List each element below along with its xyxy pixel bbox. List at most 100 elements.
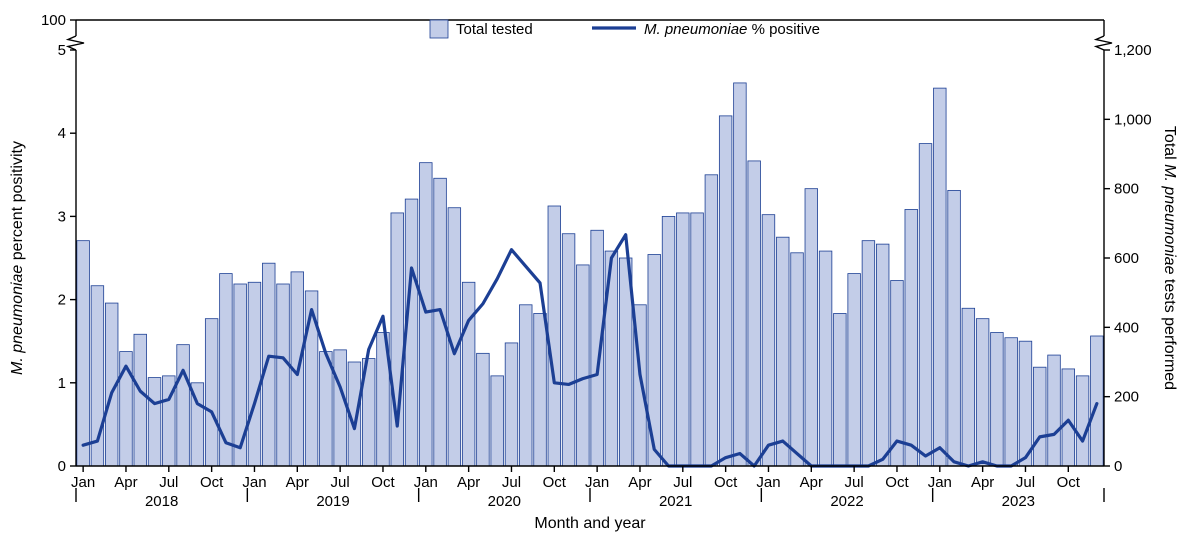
bar	[262, 263, 275, 466]
y-left-tick-label: 3	[58, 208, 66, 225]
bar	[1019, 341, 1032, 466]
bar	[905, 209, 918, 466]
bar	[876, 244, 889, 466]
x-tick-label: Oct	[371, 474, 395, 491]
y-left-tick-label: 4	[58, 125, 66, 142]
y-right-tick-label: 600	[1114, 250, 1139, 267]
bar	[819, 251, 832, 466]
bar	[962, 308, 975, 466]
bar	[919, 144, 932, 466]
x-tick-label: Jul	[673, 474, 692, 491]
year-label: 2023	[1002, 493, 1035, 510]
x-tick-label: Jan	[242, 474, 266, 491]
x-tick-label: Apr	[286, 474, 309, 491]
y-left-tick-label: 0	[58, 458, 66, 475]
bar	[1062, 369, 1075, 466]
bar	[734, 83, 747, 466]
bar	[834, 313, 847, 466]
bar	[848, 274, 861, 466]
bar	[1076, 376, 1089, 466]
x-tick-label: Apr	[971, 474, 994, 491]
x-tick-label: Jan	[71, 474, 95, 491]
bar	[934, 88, 947, 466]
bar	[77, 241, 90, 466]
x-tick-label: Oct	[1057, 474, 1081, 491]
bar	[391, 213, 404, 466]
year-label: 2021	[659, 493, 692, 510]
bar	[548, 206, 561, 466]
bar	[177, 345, 190, 466]
y-right-tick-label: 200	[1114, 389, 1139, 406]
bar	[1048, 355, 1061, 466]
x-tick-label: Apr	[114, 474, 137, 491]
bar	[462, 282, 475, 466]
x-tick-label: Apr	[628, 474, 651, 491]
year-label: 2020	[488, 493, 521, 510]
y-right-tick-label: 400	[1114, 319, 1139, 336]
bar	[776, 237, 789, 466]
bar	[534, 313, 547, 466]
y-left-tick-label: 100	[41, 12, 66, 29]
bar	[748, 161, 761, 466]
chart-container: 01234510002004006008001,0001,200JanAprJu…	[0, 0, 1185, 541]
bar	[948, 190, 961, 466]
y-left-tick-label: 2	[58, 292, 66, 309]
bar	[662, 216, 675, 466]
bar	[334, 350, 347, 466]
x-tick-label: Oct	[885, 474, 909, 491]
bar	[705, 175, 718, 466]
axis-break-left	[68, 36, 84, 50]
x-tick-label: Jan	[756, 474, 780, 491]
bar	[477, 353, 490, 466]
x-tick-label: Jul	[1016, 474, 1035, 491]
chart-svg: 01234510002004006008001,0001,200JanAprJu…	[0, 0, 1185, 541]
bar	[991, 333, 1004, 466]
bar	[677, 213, 690, 466]
bar	[505, 343, 518, 466]
x-tick-label: Oct	[200, 474, 224, 491]
bar	[148, 378, 161, 466]
y-right-tick-label: 1,000	[1114, 111, 1152, 128]
y-left-label: M. pneumoniae percent positivity	[9, 141, 26, 375]
x-axis-label: Month and year	[534, 515, 646, 532]
bar	[805, 189, 818, 466]
svg-text:M. pneumoniae percent positivi: M. pneumoniae percent positivity	[9, 141, 26, 375]
y-left-tick-label: 1	[58, 375, 66, 392]
y-right-tick-label: 0	[1114, 458, 1122, 475]
x-tick-label: Apr	[457, 474, 480, 491]
y-right-tick-label: 800	[1114, 181, 1139, 198]
bars-group	[77, 83, 1103, 466]
bar	[791, 253, 804, 466]
x-tick-label: Jan	[928, 474, 952, 491]
bar	[862, 241, 875, 466]
year-label: 2018	[145, 493, 178, 510]
bar	[277, 284, 290, 466]
bar	[1091, 336, 1104, 466]
legend: Total tested M. pneumoniae % positive	[430, 20, 820, 38]
legend-swatch-bars	[430, 20, 448, 38]
bar	[491, 376, 504, 466]
bar	[420, 163, 433, 466]
svg-text:Total M. pneumoniae tests perf: Total M. pneumoniae tests performed	[1161, 126, 1178, 390]
x-tick-label: Jan	[414, 474, 438, 491]
legend-label-line: M. pneumoniae % positive	[644, 21, 820, 38]
bar	[248, 282, 261, 466]
bar	[891, 281, 904, 466]
bar	[1033, 367, 1046, 466]
x-tick-label: Apr	[800, 474, 823, 491]
bar	[305, 291, 318, 466]
bar	[719, 116, 732, 466]
bar	[577, 265, 590, 466]
x-tick-label: Jul	[331, 474, 350, 491]
bar	[320, 352, 333, 466]
bar	[519, 305, 532, 466]
bar	[205, 319, 218, 466]
bar	[691, 213, 704, 466]
legend-label-bars: Total tested	[456, 21, 533, 38]
bar	[1005, 338, 1018, 466]
x-tick-label: Jul	[159, 474, 178, 491]
x-tick-label: Jul	[502, 474, 521, 491]
bar	[134, 334, 147, 466]
bar	[562, 234, 575, 466]
x-tick-label: Oct	[543, 474, 567, 491]
